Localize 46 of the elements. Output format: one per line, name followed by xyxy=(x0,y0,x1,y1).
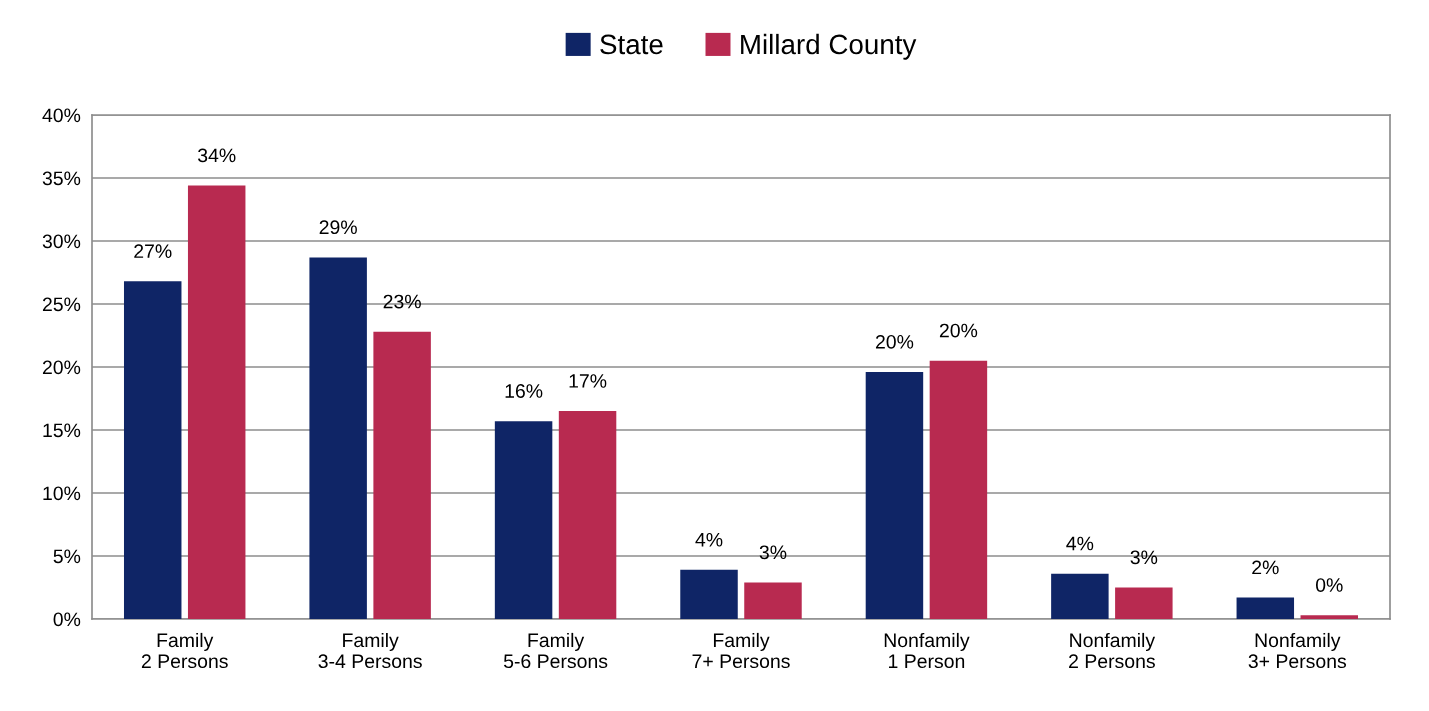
y-tick-label: 30% xyxy=(42,234,81,249)
bar xyxy=(373,331,431,619)
data-label: 4% xyxy=(695,532,723,547)
bar xyxy=(865,372,924,619)
bar xyxy=(680,569,738,619)
data-label: 0% xyxy=(1315,578,1343,592)
data-label: 34% xyxy=(197,148,236,163)
x-tick-label: Family 3-4 Persons xyxy=(318,632,422,669)
y-tick-label: 25% xyxy=(42,297,81,312)
legend-label: State xyxy=(600,34,663,55)
bar xyxy=(309,257,367,619)
data-label: 20% xyxy=(875,334,914,349)
x-tick-label: Family 7+ Persons xyxy=(692,632,790,669)
bar xyxy=(187,185,246,619)
bar xyxy=(558,411,617,619)
bar xyxy=(1236,597,1295,619)
x-tick-label: Family 2 Persons xyxy=(141,632,228,669)
data-label: 4% xyxy=(1066,536,1094,551)
y-tick-label: 15% xyxy=(43,423,81,438)
bar xyxy=(1300,615,1359,619)
y-tick-label: 5% xyxy=(53,549,81,564)
y-tick-label: 10% xyxy=(43,486,81,501)
bar xyxy=(929,360,988,619)
bar xyxy=(744,582,802,619)
data-label: 3% xyxy=(759,545,787,560)
data-label: 2% xyxy=(1252,560,1279,575)
x-tick-label: Nonfamily 1 Person xyxy=(884,632,970,669)
bar xyxy=(494,421,553,619)
x-tick-label: Nonfamily 2 Persons xyxy=(1069,632,1156,669)
data-label: 17% xyxy=(569,374,607,388)
y-tick-label: 0% xyxy=(53,612,81,627)
bar xyxy=(123,281,182,619)
bar xyxy=(1051,573,1109,619)
y-tick-label: 40% xyxy=(42,108,81,123)
data-label: 16% xyxy=(505,384,543,398)
data-label: 29% xyxy=(319,220,357,235)
data-label: 23% xyxy=(383,294,421,309)
y-tick-label: 20% xyxy=(42,360,81,375)
x-tick-label: Family 5-6 Persons xyxy=(503,632,608,669)
legend-label: Millard County xyxy=(741,33,917,60)
data-label: 20% xyxy=(939,323,978,338)
data-label: 27% xyxy=(134,244,172,258)
y-tick-label: 35% xyxy=(42,171,81,186)
bar xyxy=(1115,587,1173,619)
data-label: 3% xyxy=(1130,550,1158,565)
x-tick-label: Nonfamily 3+ Persons xyxy=(1248,632,1347,669)
